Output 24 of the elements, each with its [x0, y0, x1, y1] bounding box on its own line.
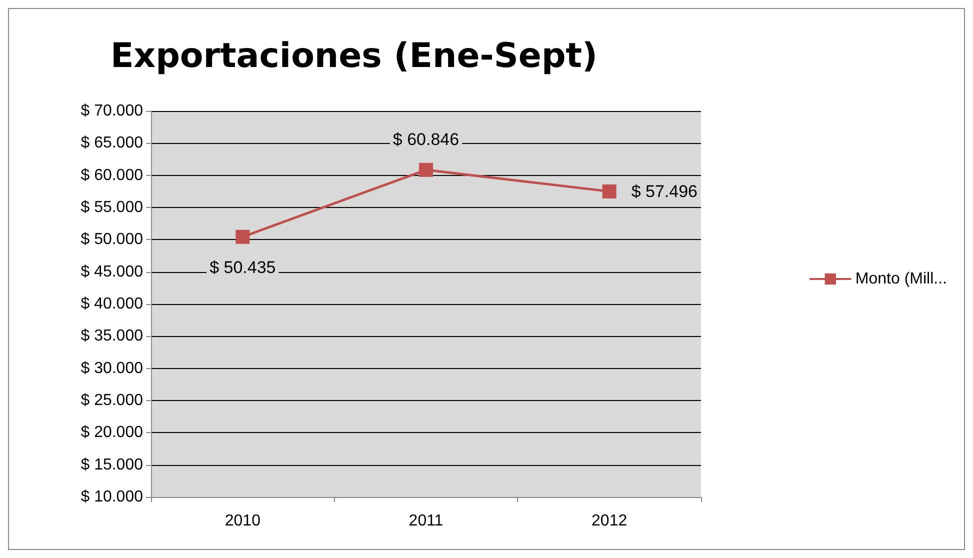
- y-tick-label: $ 35.000: [80, 328, 144, 345]
- y-tick-label: $ 30.000: [80, 360, 144, 377]
- y-tick-label: $ 65.000: [80, 134, 144, 152]
- y-tick-label: $ 20.000: [80, 424, 144, 442]
- point: [419, 162, 433, 177]
- y-tick-label: $ 15.000: [80, 456, 144, 474]
- y-tick-label: $ 10.000: [80, 488, 144, 506]
- y-tick-label: $ 50.000: [80, 231, 144, 248]
- y-tick-label: $ 45.000: [80, 263, 144, 280]
- x-tick-label: 2011: [408, 512, 444, 530]
- x-tick-label: 2012: [592, 512, 628, 530]
- data-label: $ 57.496: [631, 182, 698, 201]
- x-tick-label: 2010: [224, 512, 261, 530]
- legend-label: Monto (Mill...: [855, 270, 948, 288]
- data-label: $ 60.846: [392, 130, 460, 149]
- point: [236, 230, 250, 244]
- y-tick-label: $ 55.000: [80, 199, 144, 216]
- y-tick-label: $ 25.000: [80, 392, 144, 409]
- point: [602, 184, 616, 198]
- data-label: $ 50.435: [210, 258, 276, 277]
- chart-title: Exportaciones (Ene-Sept): [110, 36, 598, 76]
- y-tick-label: $ 60.000: [80, 166, 144, 184]
- y-tick-label: $ 40.000: [80, 296, 144, 312]
- y-tick-label: $ 70.000: [80, 102, 144, 120]
